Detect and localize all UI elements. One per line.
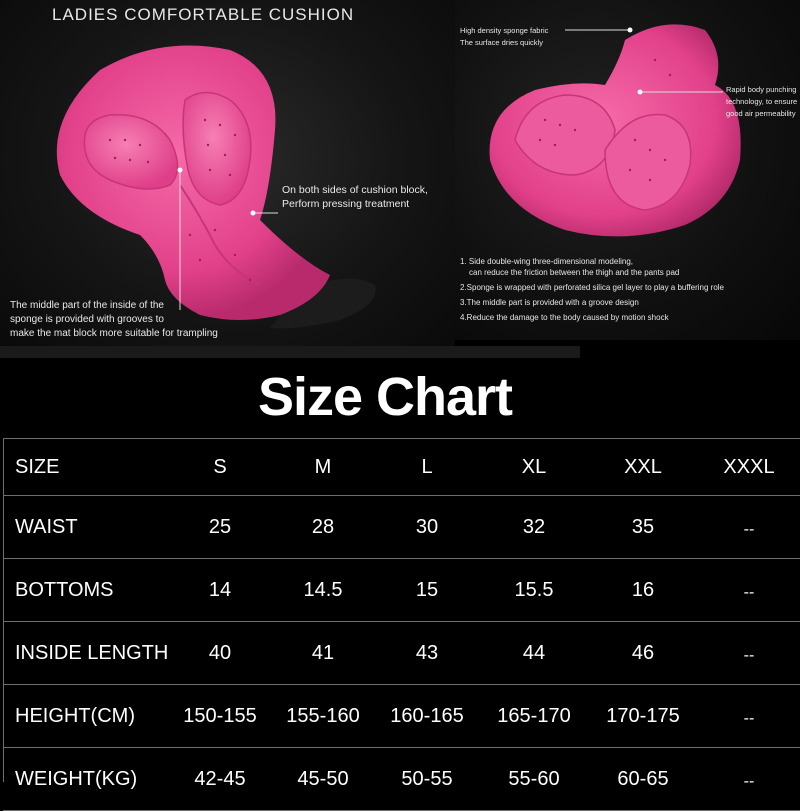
table-cell: 43	[374, 621, 480, 685]
feature-item: 1. Side double-wing three-dimensional mo…	[460, 256, 724, 278]
table-cell: 55-60	[480, 747, 588, 811]
table-cell: 150-155	[168, 684, 272, 748]
table-row: HEIGHT(CM) 150-155 155-160 160-165 165-1…	[3, 684, 800, 748]
header-cell: S	[168, 438, 272, 496]
table-cell: 160-165	[374, 684, 480, 748]
table-row: WEIGHT(KG) 42-45 45-50 50-55 55-60 60-65…	[3, 747, 800, 811]
table-cell: 41	[272, 621, 374, 685]
header-cell: M	[272, 438, 374, 496]
table-cell: 170-175	[588, 684, 698, 748]
callout-punching-line: good air permeability	[726, 109, 796, 118]
feature-item: 3.The middle part is provided with a gro…	[460, 297, 724, 308]
table-header-row: SIZE S M L XL XXL XXXL	[3, 438, 800, 496]
size-table: SIZE S M L XL XXL XXXL WAIST 25 28 30 32…	[3, 438, 800, 811]
table-row: BOTTOMS 14 14.5 15 15.5 16 --	[3, 558, 800, 622]
table-cell: --	[698, 495, 800, 559]
cushion-front-panel: LADIES COMFORTABLE CUSHION	[0, 0, 455, 350]
row-label: BOTTOMS	[3, 558, 168, 622]
feature-text: can reduce the friction between the thig…	[469, 268, 680, 277]
feature-list: 1. Side double-wing three-dimensional mo…	[460, 256, 724, 327]
table-cell: 46	[588, 621, 698, 685]
table-cell: 155-160	[272, 684, 374, 748]
table-row: INSIDE LENGTH 40 41 43 44 46 --	[3, 621, 800, 685]
cushion-pad-front-image	[56, 45, 376, 329]
callout-punching-line: technology, to ensure	[726, 97, 798, 106]
table-cell: 35	[588, 495, 698, 559]
divider	[0, 346, 580, 360]
header-cell: XL	[480, 438, 588, 496]
table-cell: 14	[168, 558, 272, 622]
cushion-back-panel: High density sponge fabric The surface d…	[455, 0, 800, 340]
table-cell: 44	[480, 621, 588, 685]
size-chart-title: Size Chart	[257, 367, 513, 427]
header-cell: XXL	[588, 438, 698, 496]
header-cell: XXXL	[698, 438, 800, 496]
table-cell: --	[698, 621, 800, 685]
header-cell: L	[374, 438, 480, 496]
feature-text: 1. Side double-wing three-dimensional mo…	[460, 257, 633, 266]
table-cell: 165-170	[480, 684, 588, 748]
feature-item: 2.Sponge is wrapped with perforated sili…	[460, 282, 724, 293]
callout-sides-line: On both sides of cushion block,	[282, 184, 428, 196]
table-cell: 42-45	[168, 747, 272, 811]
panel-heading: LADIES COMFORTABLE CUSHION	[52, 5, 355, 24]
table-cell: 28	[272, 495, 374, 559]
table-cell: 16	[588, 558, 698, 622]
table-row: WAIST 25 28 30 32 35 --	[3, 495, 800, 559]
table-cell: --	[698, 747, 800, 811]
table-cell: 50-55	[374, 747, 480, 811]
callout-punching: Rapid body punching technology, to ensur…	[726, 84, 797, 120]
callout-punching-line: Rapid body punching	[726, 85, 797, 94]
callout-middle-line: The middle part of the inside of the	[10, 300, 164, 311]
row-label: INSIDE LENGTH	[3, 621, 168, 685]
callout-fabric-line: High density sponge fabric	[460, 26, 549, 35]
table-cell: --	[698, 684, 800, 748]
table-cell: 14.5	[272, 558, 374, 622]
callout-middle-line: sponge is provided with grooves to	[10, 314, 164, 325]
size-chart: Size Chart SIZE S M L XL XXL XXXL WAIST …	[0, 358, 800, 811]
row-label: WEIGHT(KG)	[3, 747, 168, 811]
header-cell: SIZE	[3, 438, 168, 496]
callout-fabric: High density sponge fabric The surface d…	[460, 25, 548, 49]
row-label: WAIST	[3, 495, 168, 559]
callout-sides-line: Perform pressing treatment	[282, 198, 410, 210]
feature-text: 4.Reduce the damage to the body caused b…	[460, 313, 669, 322]
callout-sides: On both sides of cushion block, Perform …	[282, 183, 428, 211]
table-cell: --	[698, 558, 800, 622]
callout-middle-line: make the mat block more suitable for tra…	[10, 328, 218, 339]
feature-text: 2.Sponge is wrapped with perforated sili…	[460, 283, 725, 292]
table-cell: 60-65	[588, 747, 698, 811]
table-cell: 15.5	[480, 558, 588, 622]
callout-fabric-line: The surface dries quickly	[460, 38, 543, 47]
table-cell: 45-50	[272, 747, 374, 811]
table-cell: 25	[168, 495, 272, 559]
cushion-pad-angled-image	[489, 24, 741, 237]
table-cell: 32	[480, 495, 588, 559]
table-cell: 40	[168, 621, 272, 685]
feature-text: 3.The middle part is provided with a gro…	[460, 298, 639, 307]
table-cell: 15	[374, 558, 480, 622]
table-cell: 30	[374, 495, 480, 559]
row-label: HEIGHT(CM)	[3, 684, 168, 748]
callout-middle: The middle part of the inside of the spo…	[10, 299, 218, 341]
feature-item: 4.Reduce the damage to the body caused b…	[460, 312, 724, 323]
